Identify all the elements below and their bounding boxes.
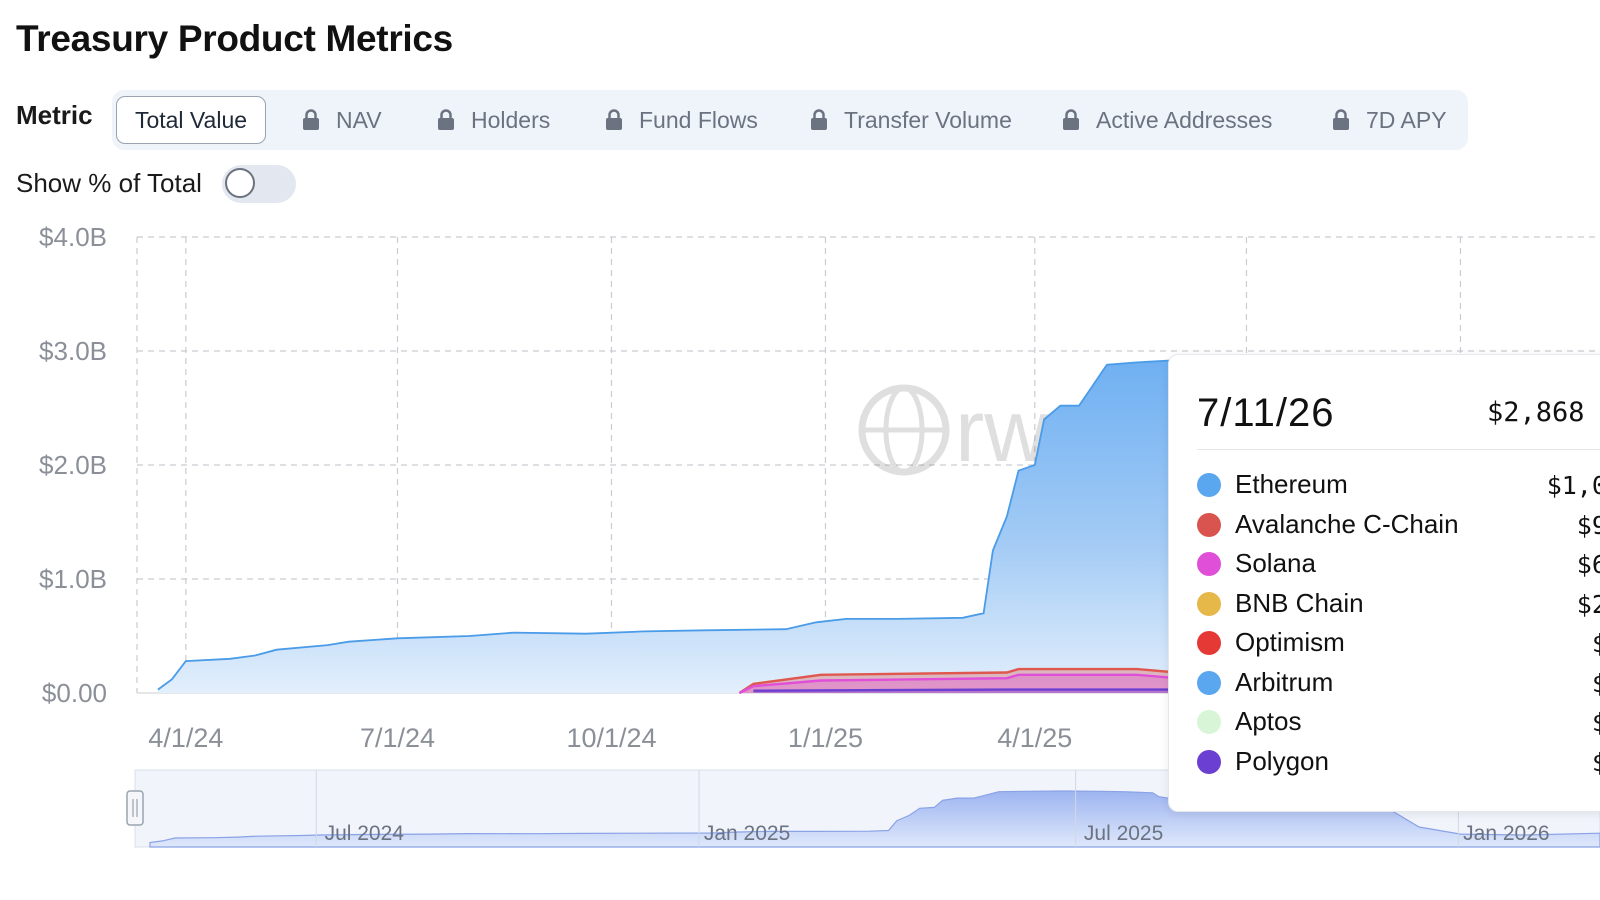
- tooltip-series-value: $610: [1576, 550, 1600, 579]
- tooltip-row: Polygon $11: [1197, 744, 1600, 780]
- tooltip-series-name: Optimism: [1235, 627, 1345, 657]
- series-color-dot: [1197, 710, 1221, 734]
- tooltip-date: 7/11/26: [1197, 391, 1335, 435]
- lock-icon: [438, 109, 454, 130]
- tooltip-row: Aptos $16: [1197, 704, 1600, 740]
- tooltip-row: Optimism $26: [1197, 625, 1600, 661]
- tooltip-series-value: $1,023: [1546, 471, 1600, 500]
- tooltip-series-value: $24: [1591, 668, 1600, 698]
- range-handle-left[interactable]: [126, 790, 144, 826]
- show-percent-toggle[interactable]: [222, 165, 296, 203]
- overview-x-label: Jul 2024: [325, 822, 405, 845]
- metric-tabbar: Total Value NAV Holders Fund Flows Trans…: [112, 90, 1468, 150]
- tab-nav-label: NAV: [336, 106, 382, 133]
- tooltip-series-value: $11: [1591, 747, 1600, 777]
- tab-7d-apy[interactable]: 7D APY: [1332, 96, 1447, 144]
- tooltip-series-value: $26: [1591, 629, 1600, 658]
- tab-active-addresses-label: Active Addresses: [1096, 106, 1273, 133]
- overview-x-label: Jan 2025: [704, 822, 790, 845]
- tab-nav[interactable]: NAV: [302, 96, 382, 144]
- tab-transfer-volume[interactable]: Transfer Volume: [810, 96, 1012, 144]
- tab-fund-flows[interactable]: Fund Flows: [605, 96, 758, 144]
- tab-7d-apy-label: 7D APY: [1366, 106, 1447, 133]
- series-color-dot: [1197, 591, 1221, 616]
- tooltip-series-value: $245: [1576, 589, 1600, 619]
- overview-x-label: Jul 2025: [1084, 822, 1163, 845]
- tooltip-row: Ethereum $1,023: [1197, 467, 1600, 503]
- lock-icon: [1063, 109, 1079, 130]
- tooltip-series-name: BNB Chain: [1235, 587, 1364, 618]
- page-title: Treasury Product Metrics: [16, 18, 453, 59]
- tooltip-row: Solana $610: [1197, 546, 1600, 582]
- series-color-dot: [1197, 749, 1221, 774]
- tooltip-series-name: Ethereum: [1235, 469, 1348, 499]
- series-color-dot: [1197, 552, 1221, 576]
- lock-icon: [811, 109, 827, 130]
- y-tick-label: $0.00: [42, 678, 107, 708]
- y-tick-label: $4.0B: [39, 222, 107, 252]
- x-tick-label: 4/1/25: [997, 723, 1072, 753]
- tab-holders[interactable]: Holders: [437, 96, 550, 144]
- lock-icon: [303, 109, 319, 130]
- tab-holders-label: Holders: [471, 106, 551, 133]
- y-tick-label: $3.0B: [39, 336, 107, 366]
- tooltip-row: Arbitrum $24: [1197, 665, 1600, 701]
- tooltip-series-value: $903: [1576, 510, 1600, 540]
- tooltip-divider: [1197, 449, 1600, 450]
- tooltip-series-name: Avalanche C-Chain: [1235, 508, 1459, 539]
- y-tick-label: $2.0B: [39, 450, 107, 480]
- y-tick-label: $1.0B: [39, 564, 107, 594]
- tab-fund-flows-label: Fund Flows: [639, 106, 758, 133]
- metric-label: Metric: [16, 100, 93, 130]
- overview-x-label: Jan 2026: [1463, 822, 1549, 845]
- tooltip-total: $2,868: [1487, 397, 1585, 428]
- x-tick-label: 1/1/25: [788, 723, 863, 753]
- series-area-ethereum: [157, 360, 1391, 693]
- tab-active-addresses[interactable]: Active Addresses: [1062, 96, 1272, 144]
- lock-icon: [606, 109, 622, 130]
- lock-icon: [1333, 109, 1349, 130]
- tab-transfer-volume-label: Transfer Volume: [844, 106, 1012, 133]
- tooltip-series-name: Aptos: [1235, 706, 1302, 736]
- series-color-dot: [1197, 670, 1221, 695]
- x-tick-label: 10/1/24: [566, 723, 656, 753]
- show-percent-label: Show % of Total: [16, 168, 202, 198]
- series-color-dot: [1197, 631, 1221, 655]
- tooltip-series-name: Polygon: [1235, 745, 1329, 776]
- toggle-knob: [225, 168, 255, 198]
- tooltip-row: BNB Chain $245: [1197, 586, 1600, 622]
- tab-total-value-label: Total Value: [134, 106, 248, 133]
- tooltip-series-name: Solana: [1235, 548, 1316, 578]
- tooltip-series-value: $16: [1591, 708, 1600, 737]
- chart-tooltip: 7/11/26 $2,868 Ethereum $1,023 Avalanche C…: [1168, 354, 1600, 812]
- tab-total-value[interactable]: Total Value: [116, 96, 266, 144]
- x-tick-label: 7/1/24: [360, 723, 435, 753]
- tooltip-row: Avalanche C-Chain $903: [1197, 507, 1600, 543]
- x-tick-label: 4/1/24: [148, 723, 223, 753]
- series-color-dot: [1197, 473, 1221, 497]
- series-color-dot: [1197, 512, 1221, 537]
- tooltip-series-name: Arbitrum: [1235, 666, 1334, 697]
